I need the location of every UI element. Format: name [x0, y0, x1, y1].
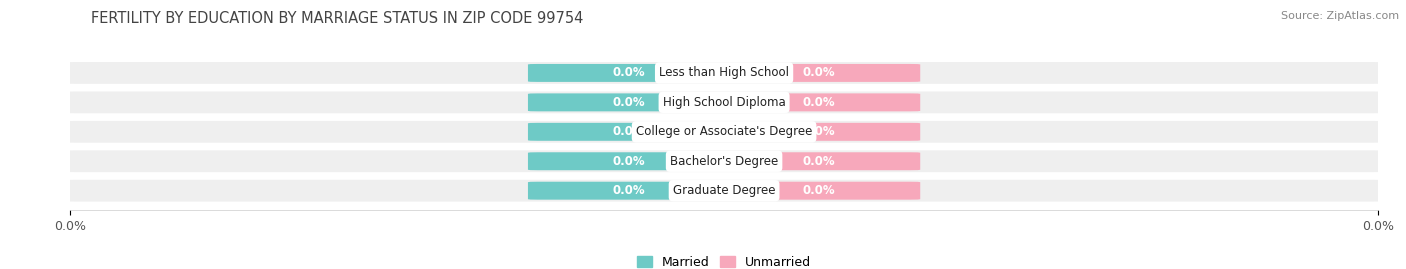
FancyBboxPatch shape [527, 64, 731, 82]
Text: Source: ZipAtlas.com: Source: ZipAtlas.com [1281, 11, 1399, 21]
Text: 0.0%: 0.0% [613, 66, 645, 79]
Text: Graduate Degree: Graduate Degree [673, 184, 775, 197]
FancyBboxPatch shape [58, 121, 1391, 143]
FancyBboxPatch shape [527, 152, 731, 170]
FancyBboxPatch shape [527, 93, 731, 111]
FancyBboxPatch shape [58, 150, 1391, 172]
Text: 0.0%: 0.0% [613, 125, 645, 138]
Text: College or Associate's Degree: College or Associate's Degree [636, 125, 813, 138]
Text: High School Diploma: High School Diploma [662, 96, 786, 109]
Text: 0.0%: 0.0% [613, 155, 645, 168]
FancyBboxPatch shape [717, 182, 920, 200]
FancyBboxPatch shape [717, 93, 920, 111]
FancyBboxPatch shape [58, 180, 1391, 201]
Text: 0.0%: 0.0% [803, 125, 835, 138]
FancyBboxPatch shape [717, 123, 920, 141]
Text: FERTILITY BY EDUCATION BY MARRIAGE STATUS IN ZIP CODE 99754: FERTILITY BY EDUCATION BY MARRIAGE STATU… [91, 11, 583, 26]
FancyBboxPatch shape [527, 123, 731, 141]
Legend: Married, Unmarried: Married, Unmarried [633, 251, 815, 269]
Text: 0.0%: 0.0% [613, 184, 645, 197]
FancyBboxPatch shape [58, 91, 1391, 113]
FancyBboxPatch shape [717, 64, 920, 82]
Text: 0.0%: 0.0% [803, 96, 835, 109]
Text: 0.0%: 0.0% [803, 184, 835, 197]
Text: 0.0%: 0.0% [613, 96, 645, 109]
Text: 0.0%: 0.0% [803, 155, 835, 168]
Text: Less than High School: Less than High School [659, 66, 789, 79]
FancyBboxPatch shape [717, 152, 920, 170]
Text: Bachelor's Degree: Bachelor's Degree [671, 155, 778, 168]
FancyBboxPatch shape [58, 62, 1391, 84]
FancyBboxPatch shape [527, 182, 731, 200]
Text: 0.0%: 0.0% [803, 66, 835, 79]
